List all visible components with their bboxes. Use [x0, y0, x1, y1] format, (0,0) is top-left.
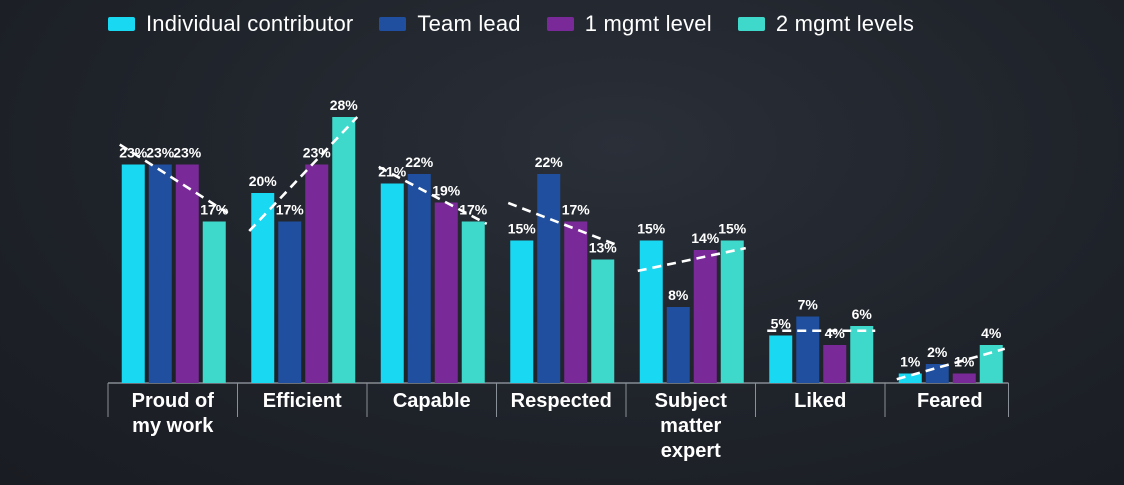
trendline [896, 347, 1006, 381]
bar [510, 240, 534, 383]
data-label: 7% [798, 297, 819, 313]
category-label: Efficient [263, 390, 342, 412]
legend: Individual contributor Team lead 1 mgmt le… [108, 10, 940, 38]
legend-label: 1 mgmt level [584, 11, 712, 36]
data-label: 23% [173, 145, 202, 161]
data-label: 15% [508, 221, 537, 237]
bar [591, 259, 615, 383]
bar [639, 240, 663, 383]
bar [380, 183, 404, 383]
bar [461, 221, 485, 383]
data-label: 23% [146, 145, 175, 161]
category-label-line: Respected [511, 390, 612, 412]
category-label: Proud of my work [132, 390, 215, 437]
category-label: Liked [794, 390, 846, 412]
category-label-line: Liked [794, 390, 846, 412]
trendline [378, 165, 488, 226]
legend-item: Team lead [379, 11, 521, 37]
legend-swatch [379, 17, 407, 31]
legend-swatch [737, 17, 765, 31]
bar [148, 164, 172, 383]
bar [666, 307, 690, 383]
category-label: Feared [917, 390, 983, 412]
category-label-line: Feared [917, 390, 983, 412]
bar [202, 221, 226, 383]
bar [305, 164, 329, 383]
bar [407, 174, 431, 383]
bar [720, 240, 744, 383]
data-label: 20% [249, 173, 278, 189]
bar [537, 174, 561, 383]
data-label: 19% [432, 183, 461, 199]
trendline [119, 143, 229, 215]
data-label: 4% [981, 325, 1002, 341]
bar [564, 221, 588, 383]
bar [796, 316, 820, 383]
data-label: 23% [303, 145, 332, 161]
data-label: 2% [927, 344, 948, 360]
category-label-line: my work [132, 415, 214, 437]
bar [278, 221, 302, 383]
bar [434, 202, 458, 383]
legend-label: Individual contributor [146, 11, 354, 36]
bar [850, 326, 874, 383]
data-label: 22% [535, 154, 564, 170]
data-label: 21% [378, 164, 407, 180]
category-label-line: Proud of [132, 390, 215, 412]
legend-item: 2 mgmt levels [737, 11, 915, 37]
data-label: 14% [691, 230, 720, 246]
bar [823, 345, 847, 383]
trendline [248, 116, 359, 232]
category-label: Subject matter expert [655, 390, 728, 462]
bar [769, 335, 793, 383]
bar [952, 373, 976, 383]
data-label: 13% [589, 240, 618, 256]
bar [121, 164, 145, 383]
trendline [507, 201, 617, 246]
data-label: 17% [562, 202, 591, 218]
trendline [637, 246, 747, 273]
bar [251, 193, 275, 383]
data-label: 15% [718, 221, 747, 237]
data-label: 6% [852, 306, 873, 322]
data-label: 8% [668, 287, 689, 303]
legend-label: Team lead [417, 11, 521, 36]
category-label: Capable [393, 390, 471, 412]
data-label: 4% [825, 325, 846, 341]
data-label: 1% [900, 354, 921, 370]
category-label: Respected [511, 390, 612, 412]
category-label-line: Efficient [263, 390, 342, 412]
legend-item: 1 mgmt level [546, 11, 712, 37]
bar [332, 117, 356, 383]
data-label: 17% [200, 202, 229, 218]
data-label: 17% [276, 202, 305, 218]
data-label: 17% [459, 202, 488, 218]
category-label-line: Subject [655, 390, 728, 412]
category-label-line: expert [661, 440, 721, 462]
category-label-line: Capable [393, 390, 471, 412]
legend-item: Individual contributor [108, 11, 353, 37]
bar [175, 164, 199, 383]
category-label-line: matter [660, 415, 721, 437]
data-label: 5% [771, 316, 792, 332]
data-label: 28% [330, 97, 359, 113]
legend-swatch [546, 17, 574, 31]
legend-label: 2 mgmt levels [775, 11, 915, 36]
data-label: 15% [637, 221, 666, 237]
data-label: 22% [405, 154, 434, 170]
legend-swatch [108, 17, 135, 31]
bar [693, 250, 717, 383]
bar [898, 373, 922, 383]
